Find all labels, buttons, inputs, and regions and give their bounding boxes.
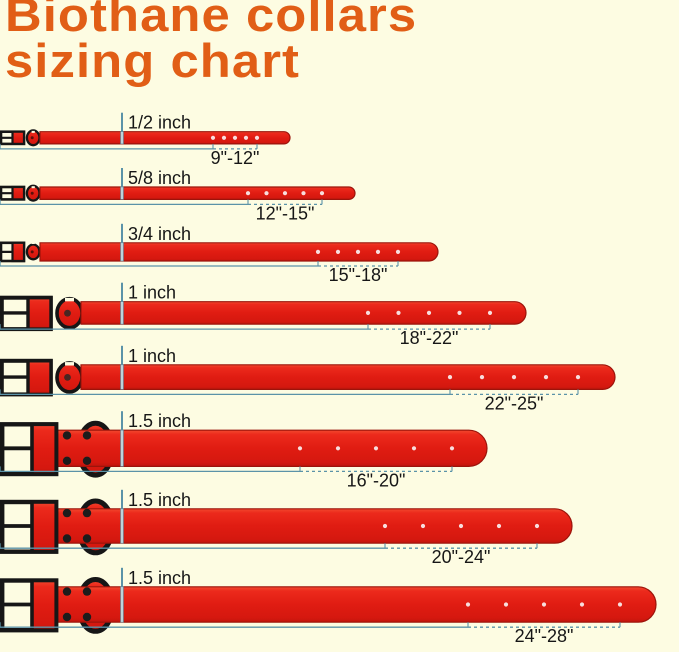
svg-text:1.5 inch: 1.5 inch (128, 568, 191, 588)
svg-text:1.5 inch: 1.5 inch (128, 411, 191, 431)
svg-text:22"-25": 22"-25" (485, 393, 544, 413)
svg-text:12"-15": 12"-15" (256, 203, 315, 223)
svg-text:24"-28": 24"-28" (515, 626, 574, 646)
svg-text:20"-24": 20"-24" (432, 547, 491, 567)
svg-text:3/4 inch: 3/4 inch (128, 224, 191, 244)
svg-text:16"-20": 16"-20" (347, 470, 406, 490)
svg-text:15"-18": 15"-18" (329, 265, 388, 285)
svg-text:1.5 inch: 1.5 inch (128, 490, 191, 510)
svg-text:18"-22": 18"-22" (400, 328, 459, 348)
svg-text:1 inch: 1 inch (128, 283, 176, 303)
svg-text:9"-12": 9"-12" (211, 148, 260, 168)
svg-text:1 inch: 1 inch (128, 346, 176, 366)
svg-text:5/8 inch: 5/8 inch (128, 168, 191, 188)
svg-text:1/2 inch: 1/2 inch (128, 113, 191, 133)
